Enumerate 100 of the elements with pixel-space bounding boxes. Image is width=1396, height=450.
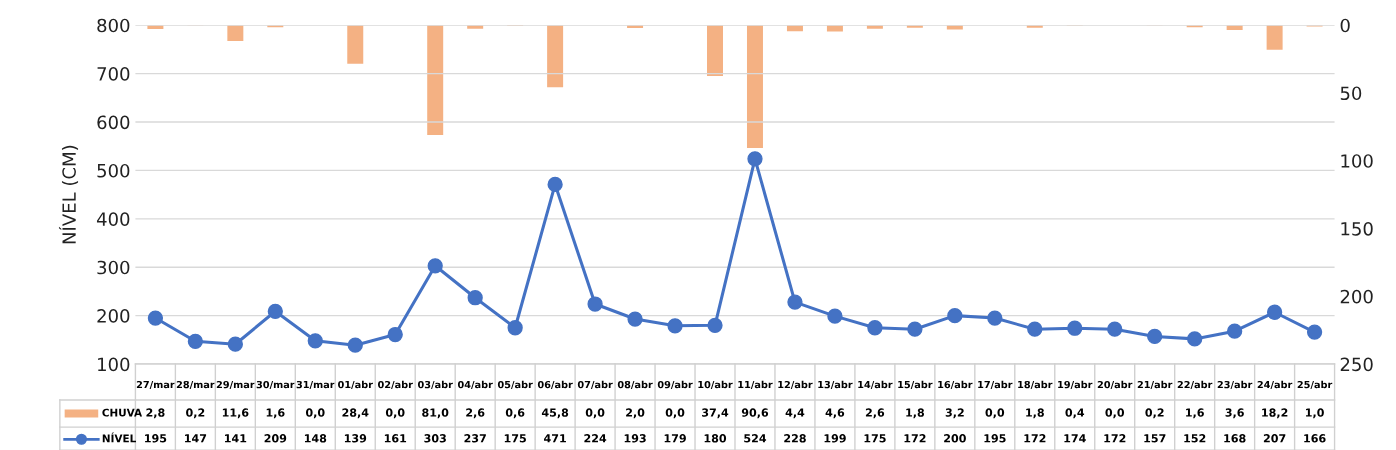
y2-tick-label: 200 xyxy=(1340,289,1373,304)
data-label: 1,6 xyxy=(1186,408,1204,419)
data-label: 0,0 xyxy=(1105,408,1125,419)
data-label: 148 xyxy=(304,434,327,443)
x-tick-label: 17/abr xyxy=(978,380,1013,390)
bar xyxy=(707,25,723,76)
data-label: 0,2 xyxy=(186,408,205,419)
data-label: 172 xyxy=(1104,434,1126,443)
y-tick-label: 200 xyxy=(97,309,130,323)
bar xyxy=(746,25,763,148)
data-label: 200 xyxy=(944,434,966,443)
data-label: 175 xyxy=(504,434,526,443)
point xyxy=(1227,323,1243,339)
data-label: 4,6 xyxy=(825,408,845,419)
x-tick-label: 09/abr xyxy=(657,380,693,390)
data-label: 3,6 xyxy=(1225,408,1244,419)
data-label: 0,2 xyxy=(1145,408,1164,419)
data-label: 172 xyxy=(904,434,926,443)
data-label: 303 xyxy=(424,434,446,443)
point xyxy=(867,320,883,336)
data-label: 195 xyxy=(984,434,1006,443)
data-label: 1,6 xyxy=(266,408,285,419)
x-tick-label: 03/abr xyxy=(417,380,453,390)
x-tick-label: 21/abr xyxy=(1137,380,1173,390)
data-label: 193 xyxy=(624,434,646,443)
data-label: 1,0 xyxy=(1306,408,1324,419)
y2-tick-label: 250 xyxy=(1340,357,1373,372)
data-label: 1,8 xyxy=(1026,408,1044,419)
y-tick-label: 800 xyxy=(97,18,130,33)
data-label: 0,0 xyxy=(305,408,325,419)
point xyxy=(307,333,323,349)
bar xyxy=(946,25,963,30)
point xyxy=(787,294,803,310)
x-tick-label: 11/abr xyxy=(738,380,773,390)
data-label: 11,6 xyxy=(222,408,249,419)
data-label: 180 xyxy=(704,434,727,443)
data-label: 175 xyxy=(864,434,886,443)
point xyxy=(1266,304,1283,320)
x-tick-label: 28/mar xyxy=(176,380,215,390)
point xyxy=(187,333,204,349)
point xyxy=(1306,324,1323,340)
x-tick-label: 31/mar xyxy=(296,380,335,390)
data-label: 147 xyxy=(185,434,207,443)
data-label: 0,0 xyxy=(985,408,1005,419)
x-tick-label: 13/abr xyxy=(818,380,853,390)
bar xyxy=(427,25,444,135)
data-label: 228 xyxy=(784,434,806,443)
data-label: 224 xyxy=(584,434,607,443)
y-tick-label: 300 xyxy=(97,260,130,275)
data-label: 524 xyxy=(744,434,767,443)
x-tick-label: 04/abr xyxy=(457,380,493,390)
data-label: 4,4 xyxy=(785,408,805,419)
point xyxy=(987,310,1003,326)
y-tick-label: 600 xyxy=(97,115,130,130)
point xyxy=(747,151,763,167)
bar xyxy=(1266,25,1283,50)
x-tick-label: 12/abr xyxy=(778,380,813,390)
bar xyxy=(227,25,244,41)
point xyxy=(1147,328,1163,345)
legend-label: CHUVA xyxy=(102,408,143,417)
x-tick-label: 16/abr xyxy=(938,380,973,390)
legend-label: NÍVEL xyxy=(102,432,136,443)
x-tick-label: 05/abr xyxy=(497,380,533,390)
data-label: 195 xyxy=(145,434,167,443)
x-tick-label: 18/abr xyxy=(1018,380,1053,390)
point xyxy=(827,308,843,324)
data-label: 0,0 xyxy=(585,408,605,419)
point xyxy=(147,310,164,326)
data-label: 168 xyxy=(1224,434,1246,443)
y-tick-label: 700 xyxy=(97,67,130,81)
data-label: 139 xyxy=(344,434,367,443)
y-axis-title: NÍVEL (CM) xyxy=(58,145,79,244)
point xyxy=(1187,331,1203,347)
x-tick-label: 19/abr xyxy=(1058,380,1093,390)
data-label: 199 xyxy=(824,434,846,443)
data-label: 207 xyxy=(1263,434,1286,443)
y2-tick-label: 150 xyxy=(1341,221,1373,236)
y2-tick-label: 0 xyxy=(1340,18,1350,33)
data-label: 174 xyxy=(1064,434,1086,443)
x-tick-label: 08/abr xyxy=(617,380,653,390)
data-label: 0,0 xyxy=(665,408,685,419)
y2-tick-label: 50 xyxy=(1340,86,1362,101)
data-label: 141 xyxy=(225,434,247,443)
data-label: 161 xyxy=(384,434,407,443)
data-label: 172 xyxy=(1024,434,1046,443)
data-label: 0,6 xyxy=(505,408,525,419)
data-label: 81,0 xyxy=(422,408,449,419)
data-label: 3,2 xyxy=(945,408,964,419)
x-tick-label: 30/mar xyxy=(256,380,295,390)
x-tick-label: 10/abr xyxy=(698,380,733,390)
y2-tick-label: 100 xyxy=(1341,154,1373,168)
data-label: 2,0 xyxy=(626,408,645,419)
data-label: 2,6 xyxy=(466,408,485,419)
data-label: 152 xyxy=(1184,434,1206,443)
data-label: 45,8 xyxy=(541,408,569,419)
bar xyxy=(347,25,364,64)
x-tick-label: 24/abr xyxy=(1257,380,1293,390)
x-tick-label: 20/abr xyxy=(1097,380,1133,390)
point xyxy=(667,318,683,334)
x-tick-label: 02/abr xyxy=(378,380,413,390)
